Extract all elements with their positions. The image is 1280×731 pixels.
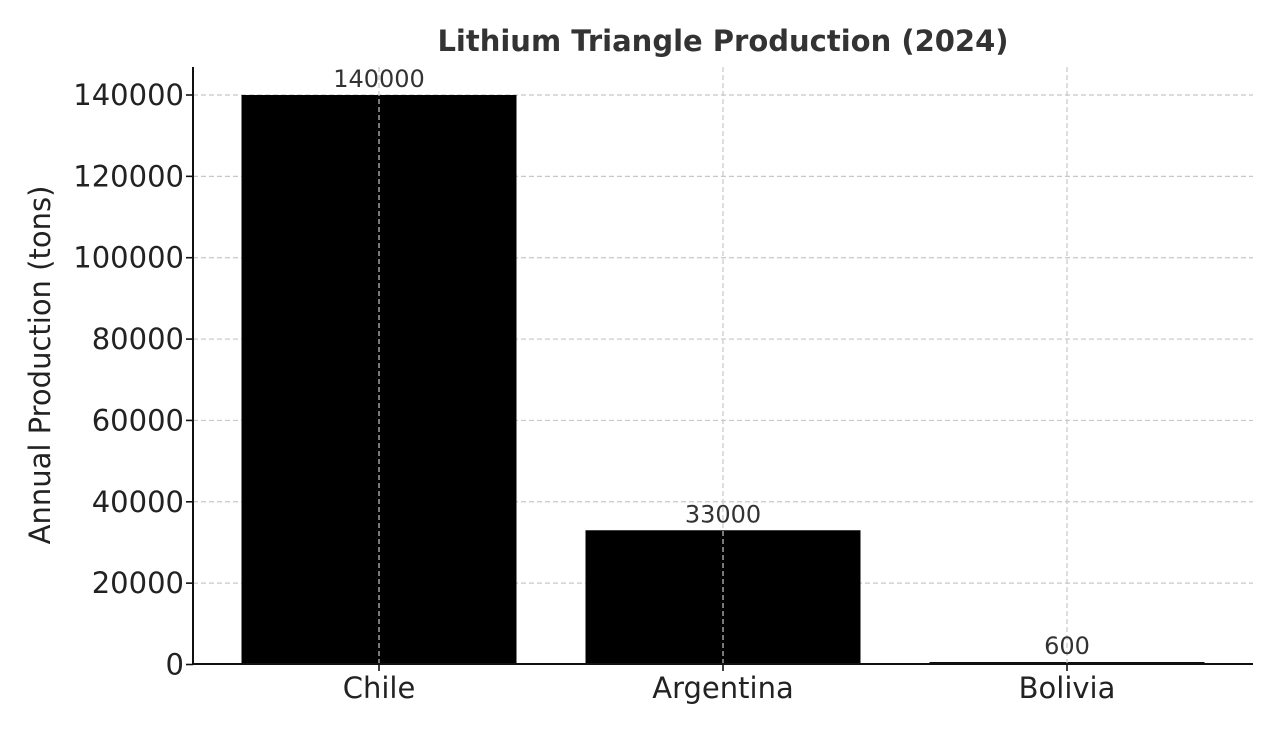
y-tick-label: 60000 xyxy=(92,403,184,437)
y-tick-label: 100000 xyxy=(73,241,184,275)
y-tick-label: 140000 xyxy=(73,78,184,112)
y-axis-label: Annual Production (tons) xyxy=(23,186,57,545)
y-tick-label: 120000 xyxy=(73,159,184,193)
vertical-grid xyxy=(378,67,1068,664)
y-tick-label: 80000 xyxy=(92,322,184,356)
data-label-chile: 140000 xyxy=(333,65,425,93)
labels: 0 20000 40000 60000 80000 100000 120000 140000 1… xyxy=(73,65,1115,705)
data-label-argentina: 33000 xyxy=(685,500,761,528)
data-label-bolivia: 600 xyxy=(1044,632,1090,660)
axes xyxy=(186,67,1253,671)
x-tick-label: Chile xyxy=(343,671,416,705)
y-tick-label: 20000 xyxy=(92,566,184,600)
x-tick-label: Bolivia xyxy=(1019,671,1116,705)
chart-title: Lithium Triangle Production (2024) xyxy=(437,24,1008,58)
x-tick-label: Argentina xyxy=(652,671,793,705)
y-tick-label: 40000 xyxy=(92,485,184,519)
y-tick-label: 0 xyxy=(166,648,184,682)
